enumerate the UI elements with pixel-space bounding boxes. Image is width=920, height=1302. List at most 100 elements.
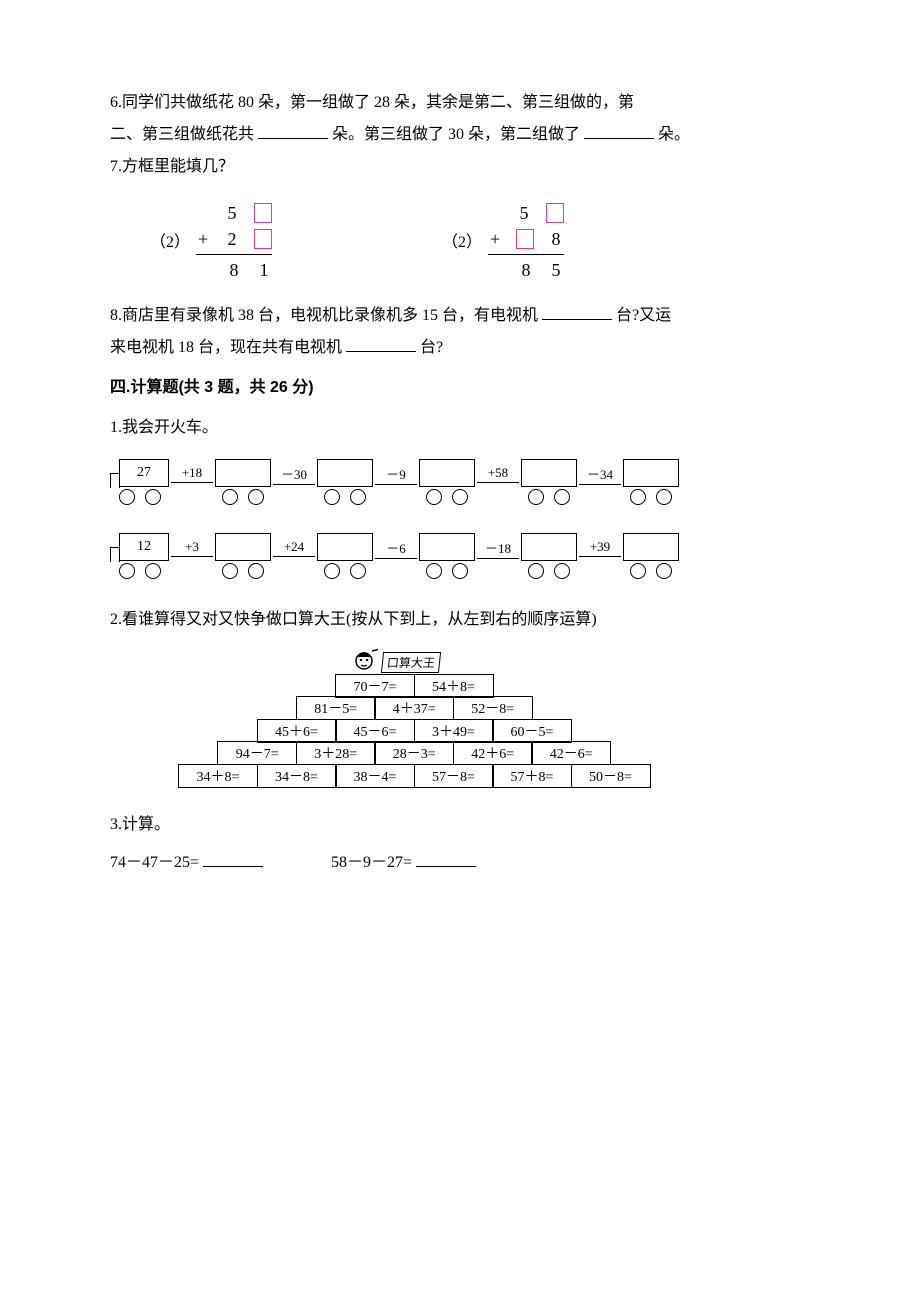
link-label: +18 bbox=[171, 465, 213, 483]
q7-title: 7.方框里能填几？ bbox=[110, 154, 810, 180]
train-car bbox=[215, 459, 271, 505]
answer-box[interactable] bbox=[254, 203, 272, 223]
link-label: －18 bbox=[477, 538, 519, 559]
wheels-icon bbox=[324, 563, 366, 579]
s4q3-title: 3.计算。 bbox=[110, 812, 810, 838]
wheels-icon bbox=[426, 489, 468, 505]
train-car bbox=[419, 533, 475, 579]
calc-blank-1[interactable] bbox=[203, 850, 263, 867]
pyramid-cell[interactable]: 50－8= bbox=[571, 764, 651, 788]
pyramid-cell[interactable]: 28－3= bbox=[374, 741, 454, 765]
link-label: －34 bbox=[579, 464, 621, 485]
train-car bbox=[317, 459, 373, 505]
q6-blank2[interactable] bbox=[584, 122, 654, 139]
car-body[interactable] bbox=[215, 533, 271, 561]
train-engine: 12 bbox=[110, 533, 169, 579]
train-car bbox=[521, 533, 577, 579]
car-body[interactable] bbox=[623, 533, 679, 561]
train-link: +3 bbox=[171, 539, 213, 573]
vadd-column: 5+281 bbox=[196, 200, 272, 283]
pyramid-row: 34＋8=34－8=38－4=57－8=57＋8=50－8= bbox=[160, 765, 670, 788]
car-body[interactable] bbox=[215, 459, 271, 487]
train-car bbox=[521, 459, 577, 505]
wheels-icon bbox=[630, 563, 672, 579]
mascot-icon bbox=[350, 645, 378, 673]
link-label: －6 bbox=[375, 538, 417, 559]
q8-l2-pre: 来电视机 18 台，现在共有电视机 bbox=[110, 339, 342, 356]
pyramid-cell[interactable]: 81－5= bbox=[296, 696, 376, 720]
pyramid-cell[interactable]: 94－7= bbox=[217, 741, 297, 765]
pyramid-cell[interactable]: 45－6= bbox=[335, 719, 415, 743]
pyramid-cell[interactable]: 60－5= bbox=[492, 719, 572, 743]
pyramid-cell[interactable]: 57＋8= bbox=[492, 764, 572, 788]
pyramid-cell[interactable]: 42－6= bbox=[531, 741, 611, 765]
pyramid-cell[interactable]: 4＋37= bbox=[374, 696, 454, 720]
car-body[interactable] bbox=[419, 533, 475, 561]
q8-line2: 来电视机 18 台，现在共有电视机 台? bbox=[110, 335, 810, 361]
car-body[interactable] bbox=[623, 459, 679, 487]
calc-blank-2[interactable] bbox=[416, 850, 476, 867]
train-chain: 12+3+24－6－18+39 bbox=[110, 533, 810, 579]
pyramid-row: 81－5=4＋37=52－8= bbox=[160, 698, 670, 721]
train-car bbox=[419, 459, 475, 505]
vadd-label: （2） bbox=[442, 200, 482, 252]
vadd-column: 5+885 bbox=[488, 200, 564, 283]
train-link: －9 bbox=[375, 464, 417, 501]
train-chain: 27+18 －30 －9 +58 －34 bbox=[110, 459, 810, 505]
wheels-icon bbox=[426, 563, 468, 579]
wheels-icon bbox=[528, 563, 570, 579]
wheels-icon bbox=[119, 563, 161, 579]
pyramid-cell[interactable]: 34＋8= bbox=[178, 764, 258, 788]
pyramid-rows: 70－7=54＋8=81－5=4＋37=52－8=45＋6=45－6=3＋49=… bbox=[160, 675, 810, 788]
wheels-icon bbox=[630, 489, 672, 505]
car-body[interactable] bbox=[521, 533, 577, 561]
q6-blank1[interactable] bbox=[258, 122, 328, 139]
pyramid-flagrow: 口算大王 bbox=[350, 645, 810, 673]
q6-line2: 二、第三组做纸花共 朵。第三组做了 30 朵，第二组做了 朵。 bbox=[110, 122, 810, 148]
link-label: +24 bbox=[273, 539, 315, 557]
q8-blank2[interactable] bbox=[346, 335, 416, 352]
wheels-icon bbox=[222, 563, 264, 579]
wheels-icon bbox=[528, 489, 570, 505]
q8-line1: 8.商店里有录像机 38 台，电视机比录像机多 15 台，有电视机 台?又运 bbox=[110, 303, 810, 329]
train-link: －34 bbox=[579, 464, 621, 501]
train-link: +58 bbox=[477, 465, 519, 499]
train-link: +24 bbox=[273, 539, 315, 573]
train-link: +18 bbox=[171, 465, 213, 499]
vertical-addition: （2）5+885 bbox=[442, 200, 564, 283]
answer-box[interactable] bbox=[546, 203, 564, 223]
pyramid-cell[interactable]: 57－8= bbox=[414, 764, 494, 788]
q6-l2-post: 朵。 bbox=[658, 126, 690, 143]
calc-expr-1: 74－47－25= bbox=[110, 854, 199, 871]
pyramid-cell[interactable]: 3＋49= bbox=[414, 719, 494, 743]
pyramid-cell[interactable]: 38－4= bbox=[335, 764, 415, 788]
pyramid-cell[interactable]: 52－8= bbox=[453, 696, 533, 720]
car-body[interactable] bbox=[317, 533, 373, 561]
q6-l2-pre: 二、第三组做纸花共 bbox=[110, 126, 254, 143]
pyramid-row: 70－7=54＋8= bbox=[160, 675, 670, 698]
q8-pre: 8.商店里有录像机 38 台，电视机比录像机多 15 台，有电视机 bbox=[110, 307, 538, 324]
q6-l2-mid: 朵。第三组做了 30 朵，第二组做了 bbox=[332, 126, 580, 143]
train-link: －30 bbox=[273, 464, 315, 501]
vadd-label: （2） bbox=[150, 200, 190, 252]
q8-l2-post: 台? bbox=[420, 339, 443, 356]
pyramid-cell[interactable]: 45＋6= bbox=[257, 719, 337, 743]
train-engine: 27 bbox=[110, 459, 169, 505]
pyramid-cell[interactable]: 42＋6= bbox=[453, 741, 533, 765]
answer-box[interactable] bbox=[516, 229, 534, 249]
train-car bbox=[215, 533, 271, 579]
q8-mid: 台?又运 bbox=[616, 307, 671, 324]
vertical-addition: （2）5+281 bbox=[150, 200, 272, 283]
answer-box[interactable] bbox=[254, 229, 272, 249]
q8-blank1[interactable] bbox=[542, 303, 612, 320]
train-link: －18 bbox=[477, 538, 519, 575]
car-body[interactable] bbox=[317, 459, 373, 487]
pyramid-cell[interactable]: 54＋8= bbox=[414, 674, 494, 698]
pyramid-cell[interactable]: 70－7= bbox=[335, 674, 415, 698]
car-body[interactable] bbox=[521, 459, 577, 487]
pyramid-cell[interactable]: 34－8= bbox=[257, 764, 337, 788]
pyramid: 口算大王 70－7=54＋8=81－5=4＋37=52－8=45＋6=45－6=… bbox=[160, 645, 810, 788]
link-label: －9 bbox=[375, 464, 417, 485]
pyramid-cell[interactable]: 3＋28= bbox=[296, 741, 376, 765]
car-body[interactable] bbox=[419, 459, 475, 487]
